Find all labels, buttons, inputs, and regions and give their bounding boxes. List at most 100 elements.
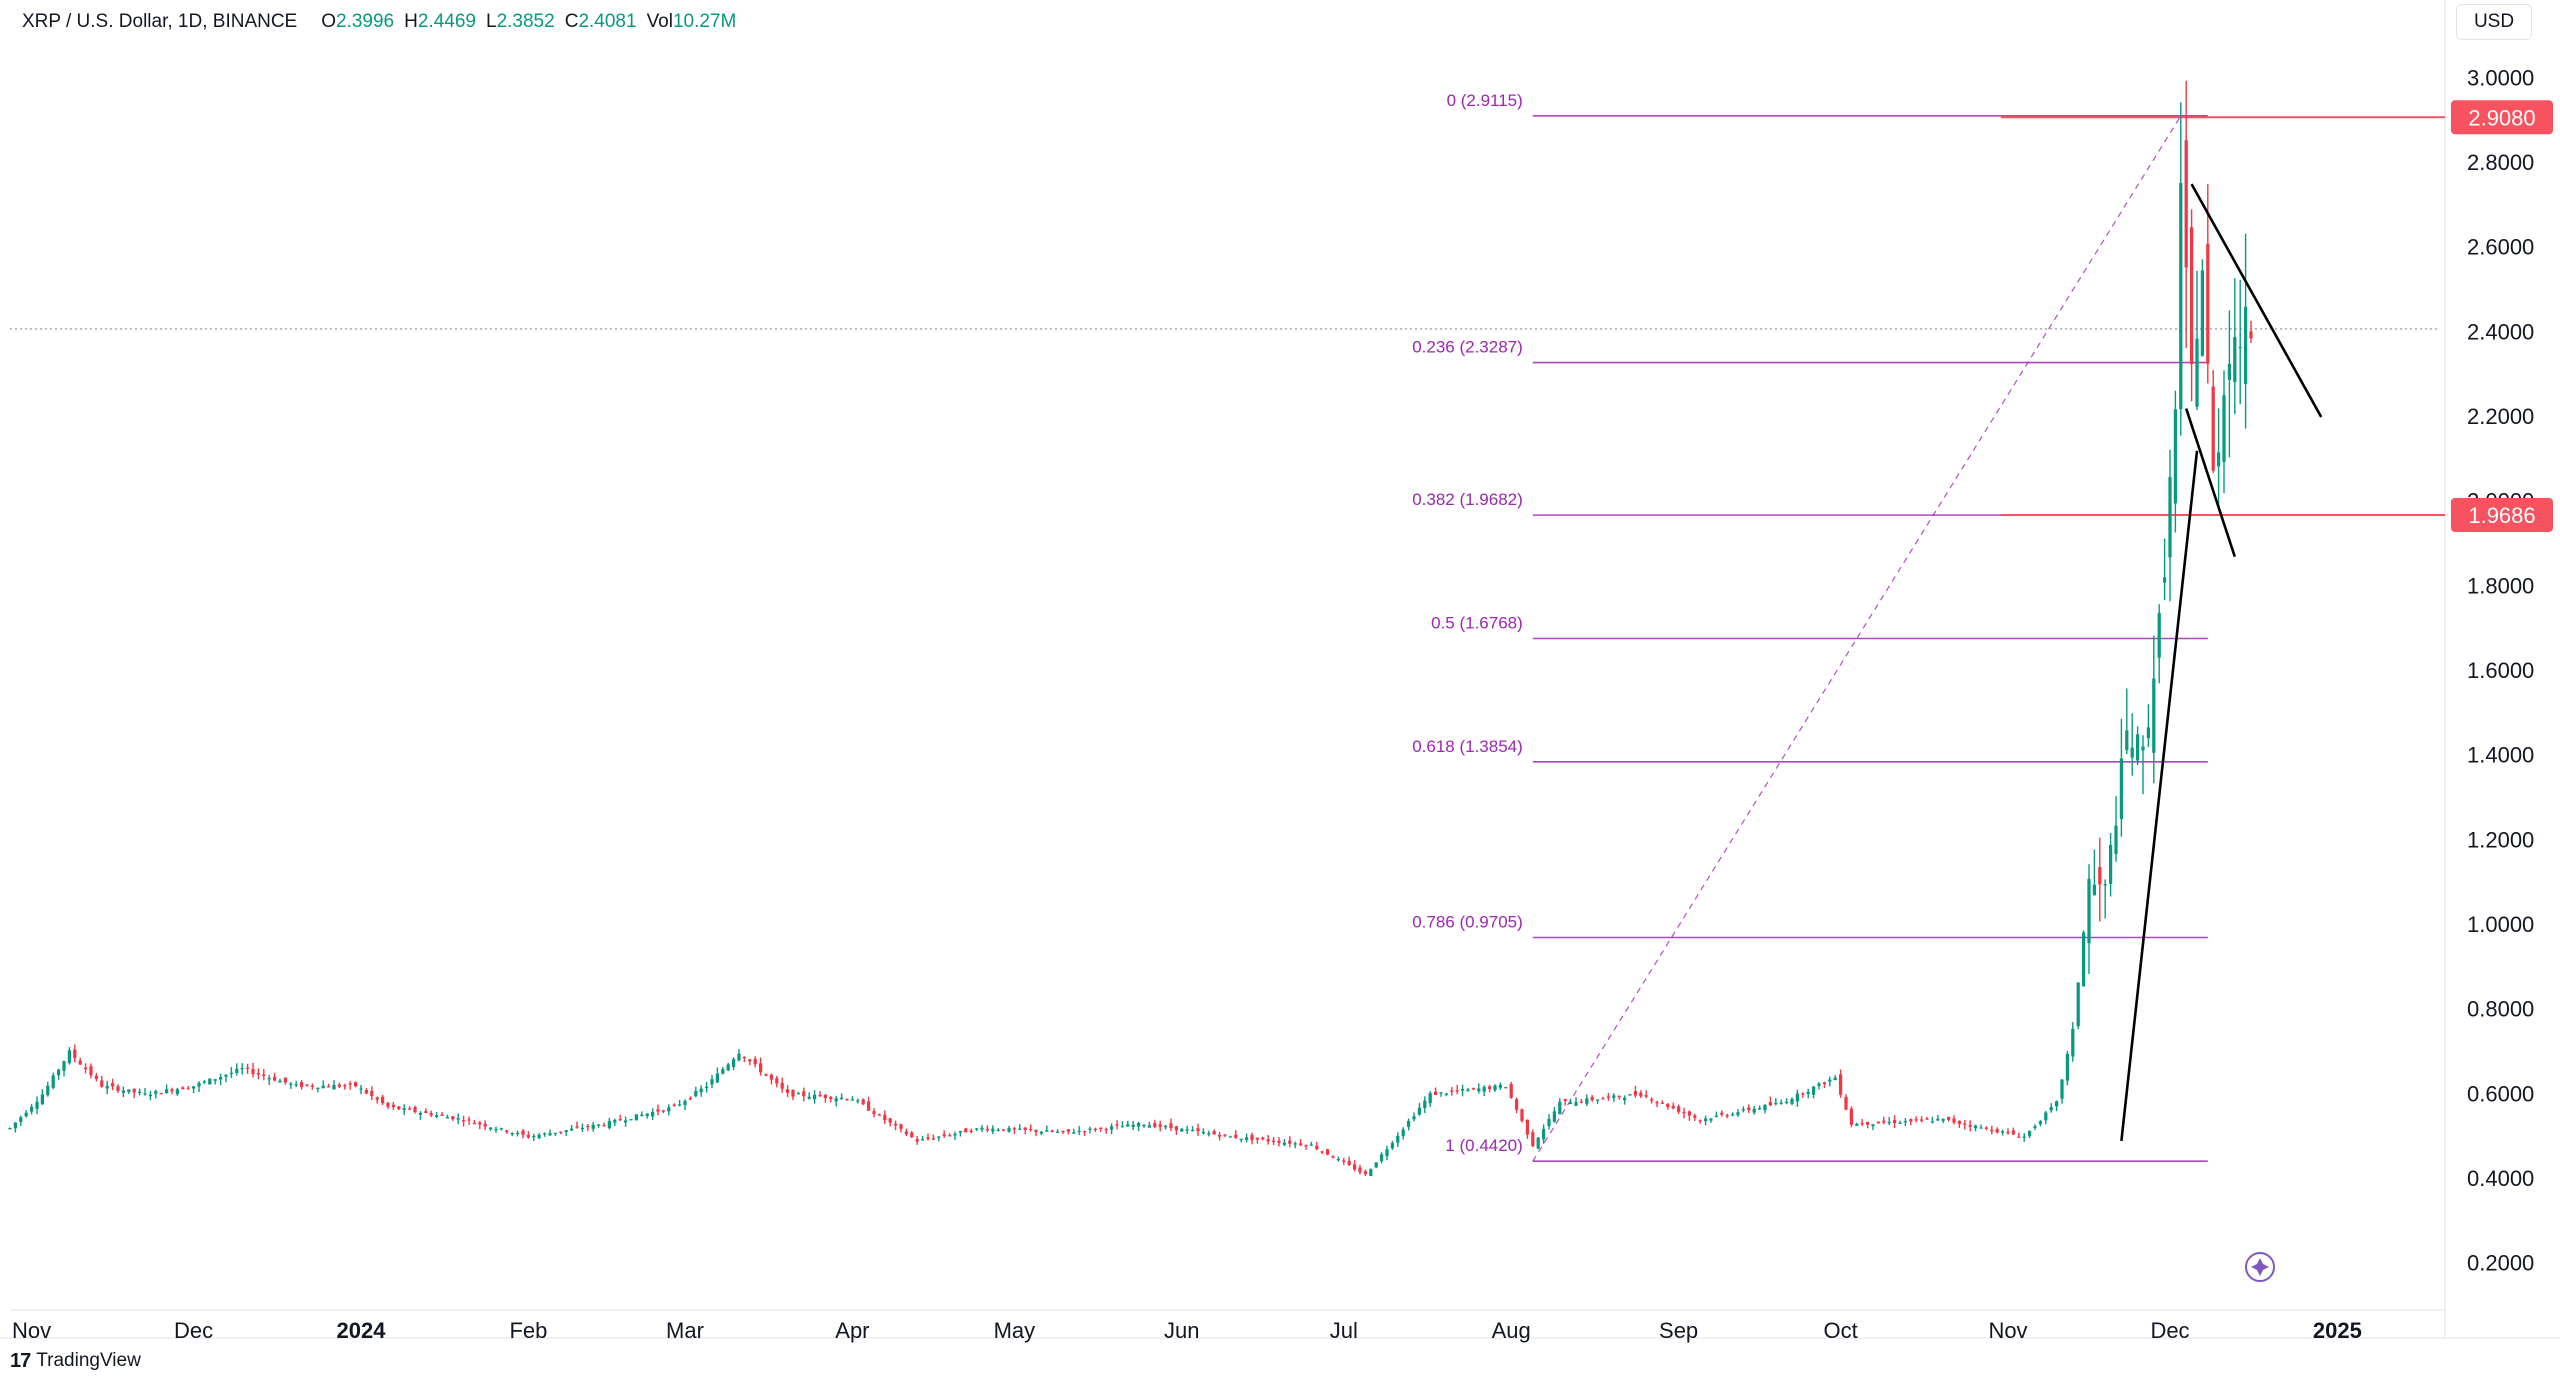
candle-body — [1703, 1118, 1708, 1122]
candle-body — [1844, 1096, 1848, 1110]
candle — [980, 1125, 984, 1132]
candle-body — [991, 1128, 995, 1132]
candle-body — [937, 1136, 941, 1138]
candle-body — [78, 1060, 82, 1065]
candle-body — [1352, 1164, 1357, 1170]
candle — [2173, 390, 2178, 533]
candle-body — [1180, 1128, 1184, 1132]
candle — [1941, 1118, 1945, 1124]
candle-body — [1207, 1133, 1211, 1135]
candle — [1687, 1110, 1692, 1121]
candle — [1790, 1097, 1794, 1106]
candle-body — [208, 1078, 212, 1085]
candle — [2189, 209, 2194, 402]
candle-body — [8, 1127, 12, 1130]
candle — [1223, 1134, 1227, 1138]
candle-body — [202, 1081, 207, 1083]
candle-body — [154, 1091, 158, 1094]
candle-body — [2130, 747, 2134, 758]
candle-body — [1450, 1090, 1454, 1092]
candle — [1471, 1087, 1476, 1091]
candle — [1390, 1140, 1395, 1150]
candle — [2060, 1079, 2064, 1104]
candle-body — [1061, 1130, 1065, 1133]
y-tick-label: 1.2000 — [2467, 827, 2534, 852]
candle-body — [1385, 1149, 1389, 1157]
high-label: H — [404, 11, 418, 32]
symbol-title[interactable]: XRP / U.S. Dollar, 1D, BINANCE — [22, 11, 298, 32]
candle — [1703, 1115, 1708, 1126]
candle — [2081, 930, 2086, 987]
candle-body — [715, 1073, 720, 1083]
candle-body — [1223, 1134, 1227, 1136]
candle — [2011, 1127, 2016, 1135]
tradingview-logo-icon: 17 — [10, 1349, 31, 1372]
candle — [1250, 1132, 1254, 1145]
candle-body — [2146, 727, 2151, 739]
candle-body — [1336, 1158, 1341, 1161]
candle-body — [796, 1093, 801, 1095]
candle — [2076, 981, 2080, 1030]
candle — [1001, 1129, 1006, 1132]
candle — [1347, 1156, 1351, 1167]
candle — [1082, 1130, 1087, 1137]
x-tick-label: Mar — [666, 1318, 704, 1343]
candle — [1428, 1091, 1432, 1107]
candle-body — [175, 1089, 180, 1095]
candle-body — [2238, 346, 2242, 349]
candle — [2130, 713, 2134, 776]
candle — [731, 1057, 736, 1071]
candle-body — [1358, 1167, 1362, 1173]
candle-body — [1520, 1109, 1524, 1121]
candle — [1936, 1114, 1940, 1122]
candle — [1228, 1135, 1233, 1138]
candle — [143, 1088, 147, 1096]
candle — [1579, 1098, 1584, 1104]
candle-body — [35, 1101, 39, 1109]
candle — [2195, 270, 2199, 410]
candle-body — [1790, 1099, 1794, 1104]
candle-body — [1228, 1136, 1233, 1138]
candle-body — [299, 1082, 304, 1088]
candle-body — [1142, 1124, 1146, 1127]
candle-body — [947, 1135, 952, 1137]
candle-body — [2022, 1136, 2026, 1138]
candle-body — [1342, 1160, 1346, 1162]
candle-body — [1617, 1095, 1621, 1098]
replay-target-icon[interactable] — [2245, 1252, 2275, 1282]
candle — [667, 1104, 671, 1116]
candle-body — [1666, 1103, 1670, 1108]
x-tick-label: Sep — [1659, 1318, 1698, 1343]
candle — [1439, 1092, 1443, 1097]
tradingview-branding[interactable]: 17 TradingView — [10, 1350, 141, 1372]
currency-button[interactable]: USD — [2456, 4, 2532, 40]
candle — [89, 1063, 93, 1079]
candle-body — [2092, 884, 2097, 896]
x-tick-label: Apr — [835, 1318, 869, 1343]
candle — [1093, 1127, 1098, 1133]
price-label-pill — [2451, 100, 2553, 135]
candle — [1061, 1130, 1065, 1135]
candle-body — [1169, 1123, 1173, 1129]
y-tick-label: 0.8000 — [2467, 997, 2534, 1022]
candle-body — [499, 1128, 504, 1130]
candle-body — [402, 1108, 406, 1110]
candle — [1309, 1141, 1314, 1146]
candle — [1855, 1122, 1859, 1126]
candle-body — [73, 1049, 77, 1059]
candle — [2249, 320, 2253, 344]
candle-body — [1806, 1091, 1810, 1094]
candle — [1849, 1106, 1854, 1128]
candle-body — [1163, 1126, 1168, 1128]
candle — [13, 1122, 18, 1133]
candle — [213, 1078, 217, 1085]
candle — [926, 1133, 930, 1141]
candle-body — [159, 1093, 163, 1095]
candle-body — [13, 1122, 18, 1129]
candle — [2027, 1130, 2032, 1139]
candle — [1698, 1119, 1702, 1124]
candle-body — [289, 1083, 293, 1085]
candle-body — [1757, 1108, 1762, 1110]
